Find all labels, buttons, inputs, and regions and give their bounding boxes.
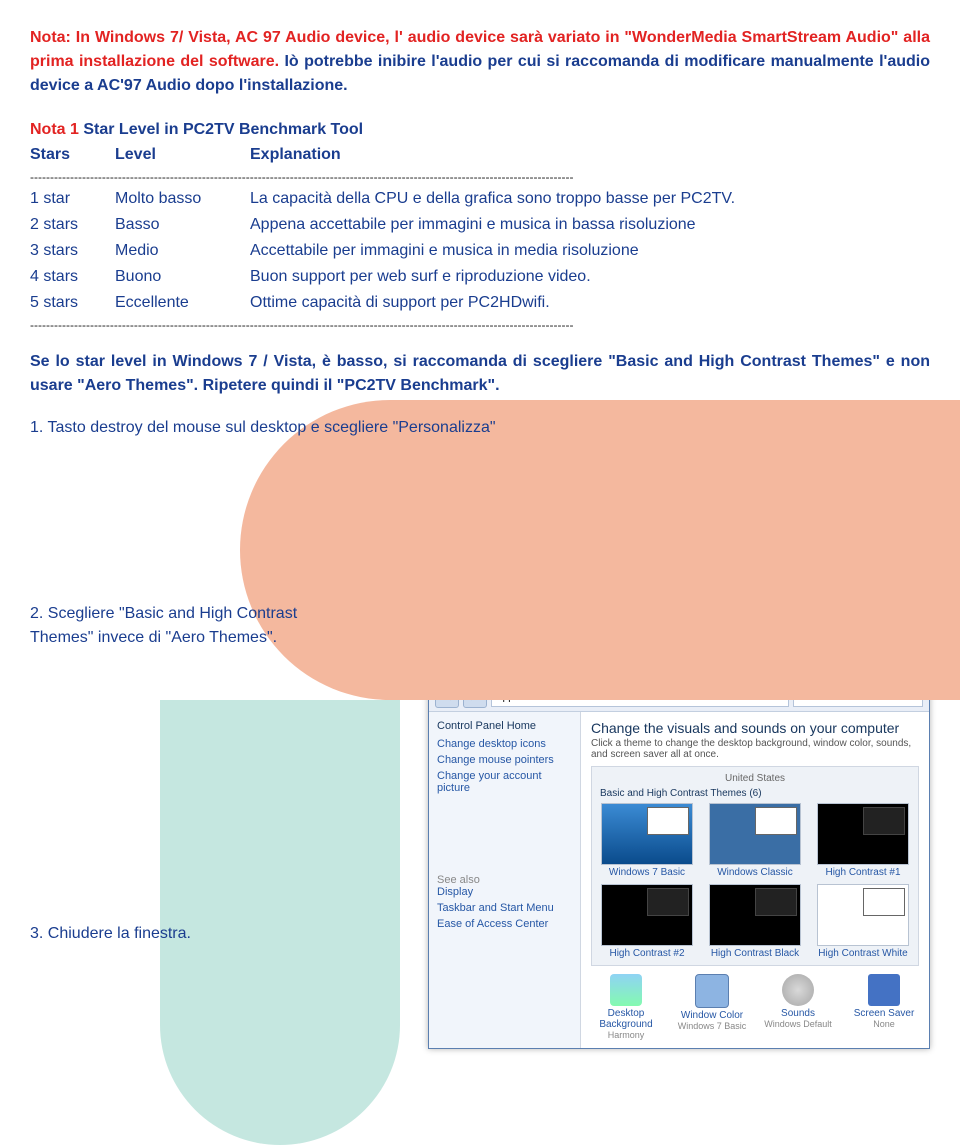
setting-value: Harmony — [591, 1030, 661, 1040]
hdr-level: Level — [115, 142, 250, 168]
star-table: 1 starMolto bassoLa capacità della CPU e… — [30, 186, 735, 316]
setting-value: Windows Default — [763, 1019, 833, 1029]
cell-stars: 4 stars — [30, 264, 115, 290]
setting-label: Screen Saver — [849, 1008, 919, 1019]
table-header: Stars Level Explanation — [30, 142, 341, 168]
setting-label: Sounds — [763, 1008, 833, 1019]
note-paragraph: Nota: In Windows 7/ Vista, AC 97 Audio d… — [30, 26, 930, 98]
cell-explanation: La capacità della CPU e della grafica so… — [250, 186, 735, 212]
table-title: Nota 1 Star Level in PC2TV Benchmark Too… — [30, 118, 930, 142]
step-3: 3. Chiudere la finestra. — [30, 922, 930, 946]
cell-level: Molto basso — [115, 186, 250, 212]
hdr-stars: Stars — [30, 142, 115, 168]
setting-value: Windows 7 Basic — [677, 1021, 747, 1031]
cell-stars: 3 stars — [30, 238, 115, 264]
table-row: 4 starsBuonoBuon support per web surf e … — [30, 264, 735, 290]
page-content: Nota: In Windows 7/ Vista, AC 97 Audio d… — [0, 0, 960, 1002]
cell-stars: 2 stars — [30, 212, 115, 238]
cell-explanation: Buon support per web surf e riproduzione… — [250, 264, 735, 290]
setting-value: None — [849, 1019, 919, 1029]
divider-top: ----------------------------------------… — [30, 168, 930, 186]
cell-explanation: Accettabile per immagini e musica in med… — [250, 238, 735, 264]
step-1: 1. Tasto destroy del mouse sul desktop e… — [30, 416, 650, 440]
table-row: 2 starsBassoAppena accettabile per immag… — [30, 212, 735, 238]
cell-explanation: Appena accettabile per immagini e musica… — [250, 212, 735, 238]
recommendation-text: Se lo star level in Windows 7 / Vista, è… — [30, 350, 930, 398]
table-row: 5 starsEccellente Ottime capacità di sup… — [30, 290, 735, 316]
table-row: 3 starsMedioAccettabile per immagini e m… — [30, 238, 735, 264]
setting-label: Desktop Background — [591, 1008, 661, 1030]
cell-stars: 1 star — [30, 186, 115, 212]
title-nota: Nota 1 — [30, 121, 83, 138]
cell-stars: 5 stars — [30, 290, 115, 316]
step-2: 2. Scegliere "Basic and High Contrast Th… — [30, 602, 410, 650]
setting-label: Window Color — [677, 1010, 747, 1021]
cell-level: Buono — [115, 264, 250, 290]
cell-level: Medio — [115, 238, 250, 264]
cell-level: Eccellente — [115, 290, 250, 316]
hdr-explanation: Explanation — [250, 142, 341, 168]
table-row: 1 starMolto bassoLa capacità della CPU e… — [30, 186, 735, 212]
divider-bottom: ----------------------------------------… — [30, 316, 930, 334]
cell-level: Basso — [115, 212, 250, 238]
cell-explanation: Ottime capacità di support per PC2HDwifi… — [250, 290, 735, 316]
title-rest: Star Level in PC2TV Benchmark Tool — [83, 121, 363, 138]
